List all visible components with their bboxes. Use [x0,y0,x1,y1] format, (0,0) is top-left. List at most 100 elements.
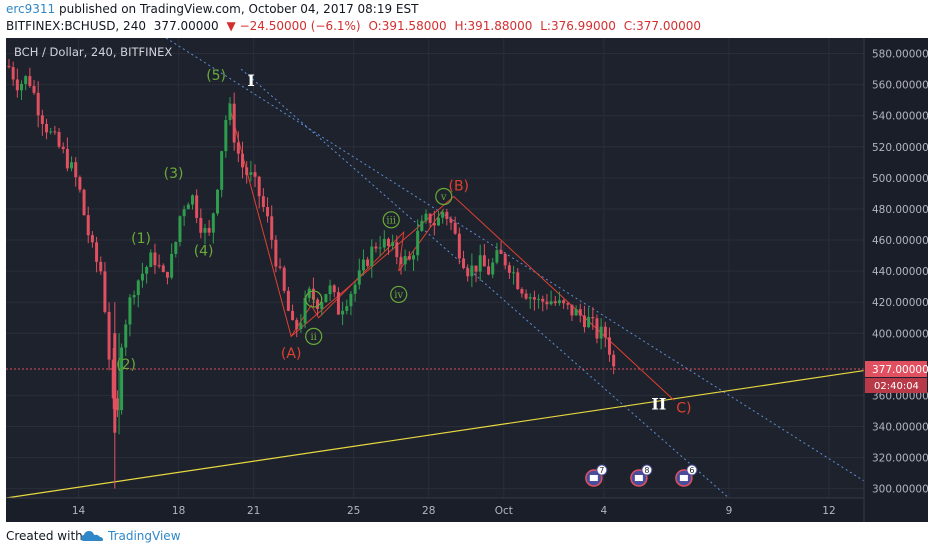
badge-count-bubble [641,464,653,476]
support-trend-line [6,369,865,499]
candle-body [145,266,149,274]
candle-body [203,228,207,233]
candle-body [562,300,566,304]
y-tick-label: 500.00000 [872,173,928,185]
y-tick-label: 540.00000 [872,111,928,123]
y-tick-label: 440.00000 [872,266,928,278]
candle-body [320,302,324,310]
candle-body [420,220,424,231]
candle-body [549,301,553,305]
author-link[interactable]: erc9311 [6,2,56,16]
candle-body [595,318,599,339]
candle-body [453,222,457,234]
countdown-label: 02:40:04 [874,381,919,392]
subwave-circle [305,327,323,345]
candle-body [113,333,117,433]
candle-body [78,177,82,190]
wave-label: (2) [116,357,136,373]
candle-body [466,268,470,277]
x-tick-label: 4 [601,505,608,517]
candle-body [207,228,211,233]
x-tick-label: Oct [495,505,513,517]
candle-body [582,315,586,328]
candle-body [520,289,524,294]
candle-body [236,142,240,154]
candle-body [61,146,65,149]
wave-label: I [247,71,254,90]
candle-body [341,310,345,315]
time-axis-panel [6,498,864,525]
candle-body [65,148,69,169]
candle-body [432,222,436,226]
candle-body [95,242,99,262]
wave-label: C) [676,401,691,417]
candle-body [324,294,328,303]
candle-body [49,131,53,133]
candle-body [103,271,107,312]
chart-svg[interactable]: BCH / Dollar, 240, BITFINEX (1) (2) (3) (4) (… [6,38,928,525]
candle-body [382,238,386,248]
candle-body [603,326,607,338]
candle-body [211,213,215,233]
candle-body [7,65,11,68]
y-tick-label: 580.00000 [872,49,928,61]
ohlc-low: L:376.99000 [540,19,616,33]
candle-body [274,239,278,267]
candle-body [328,285,332,295]
candle-body [553,301,557,304]
candle-body [111,359,115,399]
candle-body [153,252,157,266]
candle-body [478,255,482,272]
candle-body [499,250,503,254]
tradingview-brand[interactable]: TradingView [108,529,181,543]
candle-body [36,92,40,116]
y-tick-label: 560.00000 [872,80,928,92]
candle-body [266,207,270,217]
candle-body [303,298,307,324]
candle-body [241,153,245,168]
candle-body [537,298,541,300]
candle-body [570,304,574,316]
candle-body [457,233,461,259]
symbol-line: BITFINEX:BCHUSD, 240 377.00000 ▼ −24.500… [6,19,701,33]
y-tick-label: 320.00000 [872,453,928,465]
wave-label: (1) [131,231,151,247]
y-tick-label: 400.00000 [872,328,928,340]
subwave-circle [382,211,400,229]
badge-count: 6 [689,466,694,475]
candle-body [40,115,44,124]
candle-body [512,272,516,274]
candle-body [86,215,90,236]
subwave-label: iv [394,290,403,301]
candle-body [136,280,140,296]
candle-body [532,297,536,300]
ohlc-high: H:391.88000 [454,19,533,33]
candle-body [140,273,144,281]
candle-body [361,259,365,271]
candle-body [124,324,128,348]
candle-body [411,255,415,260]
chart-area[interactable]: BCH / Dollar, 240, BITFINEX (1) (2) (3) (4) (… [6,38,928,525]
flag-icon [679,475,688,482]
candle-body [182,209,186,217]
price-value: 377.00000 [153,19,219,33]
candle-body [353,284,357,294]
plot-background [6,38,864,498]
y-tick-label: 460.00000 [872,235,928,247]
ohlc-close: C:377.00000 [623,19,702,33]
candle-body [357,270,361,285]
tradingview-cloud-icon [81,531,103,541]
candle-body [607,337,611,355]
candle-body [15,79,19,91]
candle-body [391,242,395,247]
candle-body [482,255,486,267]
candle-body [157,265,161,267]
candle-body [311,288,315,300]
x-tick-label: 21 [247,505,260,517]
subwave-label: v [440,192,447,203]
badge-count-bubble [686,464,698,476]
candle-body [374,246,378,249]
candle-body [424,213,428,221]
candle-body [437,217,441,226]
candle-body [366,259,370,266]
